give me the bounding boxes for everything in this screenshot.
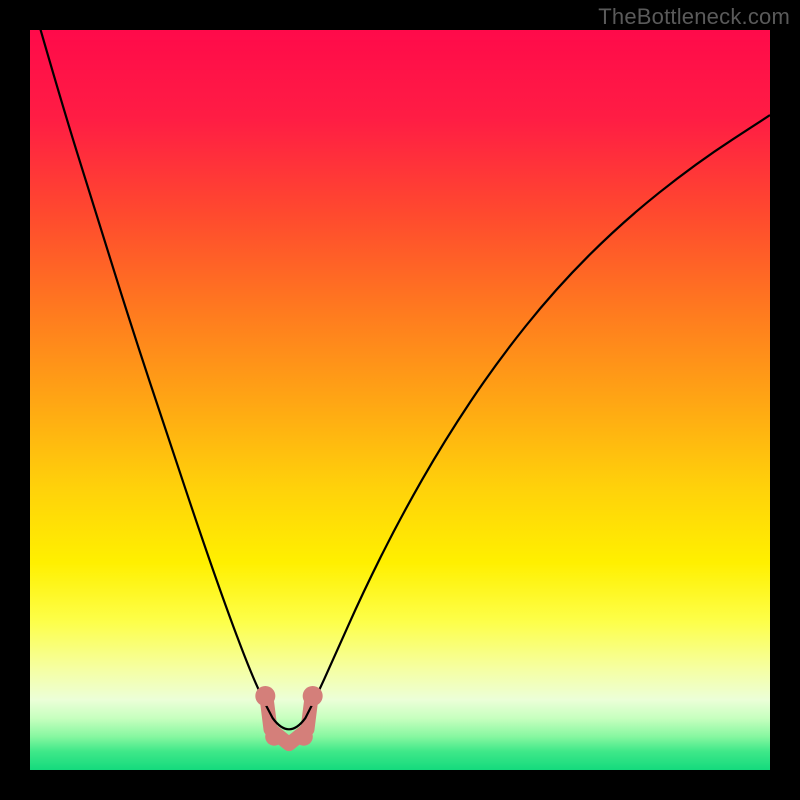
chart-container: TheBottleneck.com	[0, 0, 800, 800]
well-dot-1	[303, 686, 323, 706]
chart-svg	[0, 0, 800, 800]
well-dot-2	[265, 728, 283, 746]
well-dot-0	[255, 686, 275, 706]
watermark-text: TheBottleneck.com	[598, 4, 790, 30]
plot-background	[30, 30, 770, 770]
well-dot-3	[295, 728, 313, 746]
